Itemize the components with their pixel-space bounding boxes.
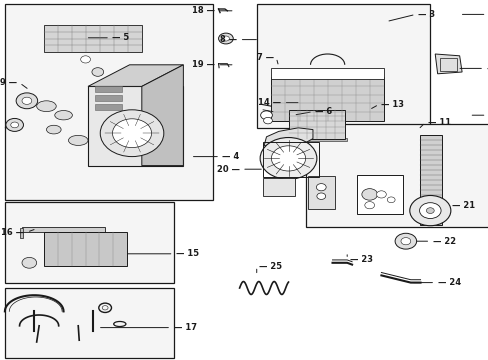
Circle shape <box>260 138 316 179</box>
Circle shape <box>16 93 38 109</box>
Text: — 1: — 1 <box>486 64 488 73</box>
Bar <box>5 288 173 358</box>
Bar <box>5 4 212 200</box>
Bar <box>288 110 344 139</box>
Bar <box>20 228 23 238</box>
Bar <box>95 86 122 92</box>
Text: 18 —: 18 — <box>192 6 215 15</box>
Circle shape <box>6 118 23 131</box>
Text: — 5: — 5 <box>112 33 129 42</box>
Circle shape <box>361 189 377 200</box>
Bar <box>22 227 105 232</box>
Circle shape <box>263 117 272 124</box>
Ellipse shape <box>46 125 61 134</box>
Ellipse shape <box>68 135 88 145</box>
Circle shape <box>271 146 305 171</box>
Circle shape <box>260 111 272 120</box>
Text: — 13: — 13 <box>381 100 404 109</box>
Text: — 11: — 11 <box>427 118 450 127</box>
Polygon shape <box>264 128 312 146</box>
Circle shape <box>400 238 410 245</box>
Bar <box>5 202 173 283</box>
Bar <box>256 4 429 128</box>
Bar <box>271 68 383 79</box>
Circle shape <box>112 119 151 148</box>
Circle shape <box>316 193 325 199</box>
Circle shape <box>11 122 19 128</box>
Text: — 17: — 17 <box>173 323 196 332</box>
Bar <box>307 176 334 209</box>
Bar <box>44 232 127 266</box>
Text: — 24: — 24 <box>437 278 460 287</box>
Circle shape <box>22 257 37 268</box>
Bar <box>290 138 346 141</box>
Polygon shape <box>142 65 183 166</box>
Text: — 3: — 3 <box>417 10 434 19</box>
Text: — 25: — 25 <box>259 262 282 271</box>
Text: 20 —: 20 — <box>216 165 239 174</box>
Circle shape <box>100 110 163 157</box>
Bar <box>88 86 183 166</box>
Polygon shape <box>434 54 461 74</box>
Ellipse shape <box>55 111 72 120</box>
Text: 7 —: 7 — <box>256 53 273 62</box>
Text: — 21: — 21 <box>451 201 474 210</box>
Circle shape <box>222 36 229 41</box>
Circle shape <box>394 233 416 249</box>
Text: — 4: — 4 <box>222 152 239 161</box>
Bar <box>44 25 142 52</box>
Text: 19 —: 19 — <box>192 60 215 69</box>
Bar <box>439 58 456 71</box>
Circle shape <box>426 208 433 213</box>
Bar <box>262 142 318 177</box>
Text: — 23: — 23 <box>349 255 372 264</box>
Circle shape <box>316 184 325 191</box>
Bar <box>95 95 122 101</box>
Circle shape <box>386 197 394 203</box>
Bar <box>271 77 383 121</box>
Text: — 15: — 15 <box>176 249 199 258</box>
Bar <box>263 178 294 196</box>
Text: — 6: — 6 <box>315 107 332 116</box>
Bar <box>305 124 488 227</box>
Circle shape <box>92 68 103 76</box>
Text: 8 —: 8 — <box>220 35 237 44</box>
Circle shape <box>419 203 440 219</box>
Bar <box>356 175 403 214</box>
Circle shape <box>81 56 90 63</box>
Circle shape <box>22 97 32 104</box>
Text: — 22: — 22 <box>432 237 455 246</box>
Text: 9 —: 9 — <box>0 78 17 87</box>
Circle shape <box>409 195 450 226</box>
Bar <box>419 135 441 225</box>
Text: 16 —: 16 — <box>1 228 24 237</box>
Circle shape <box>218 33 233 44</box>
Bar <box>95 104 122 110</box>
Text: 14 —: 14 — <box>258 98 281 107</box>
Circle shape <box>364 202 374 209</box>
Polygon shape <box>88 65 183 86</box>
Circle shape <box>376 191 386 198</box>
Ellipse shape <box>37 101 56 112</box>
